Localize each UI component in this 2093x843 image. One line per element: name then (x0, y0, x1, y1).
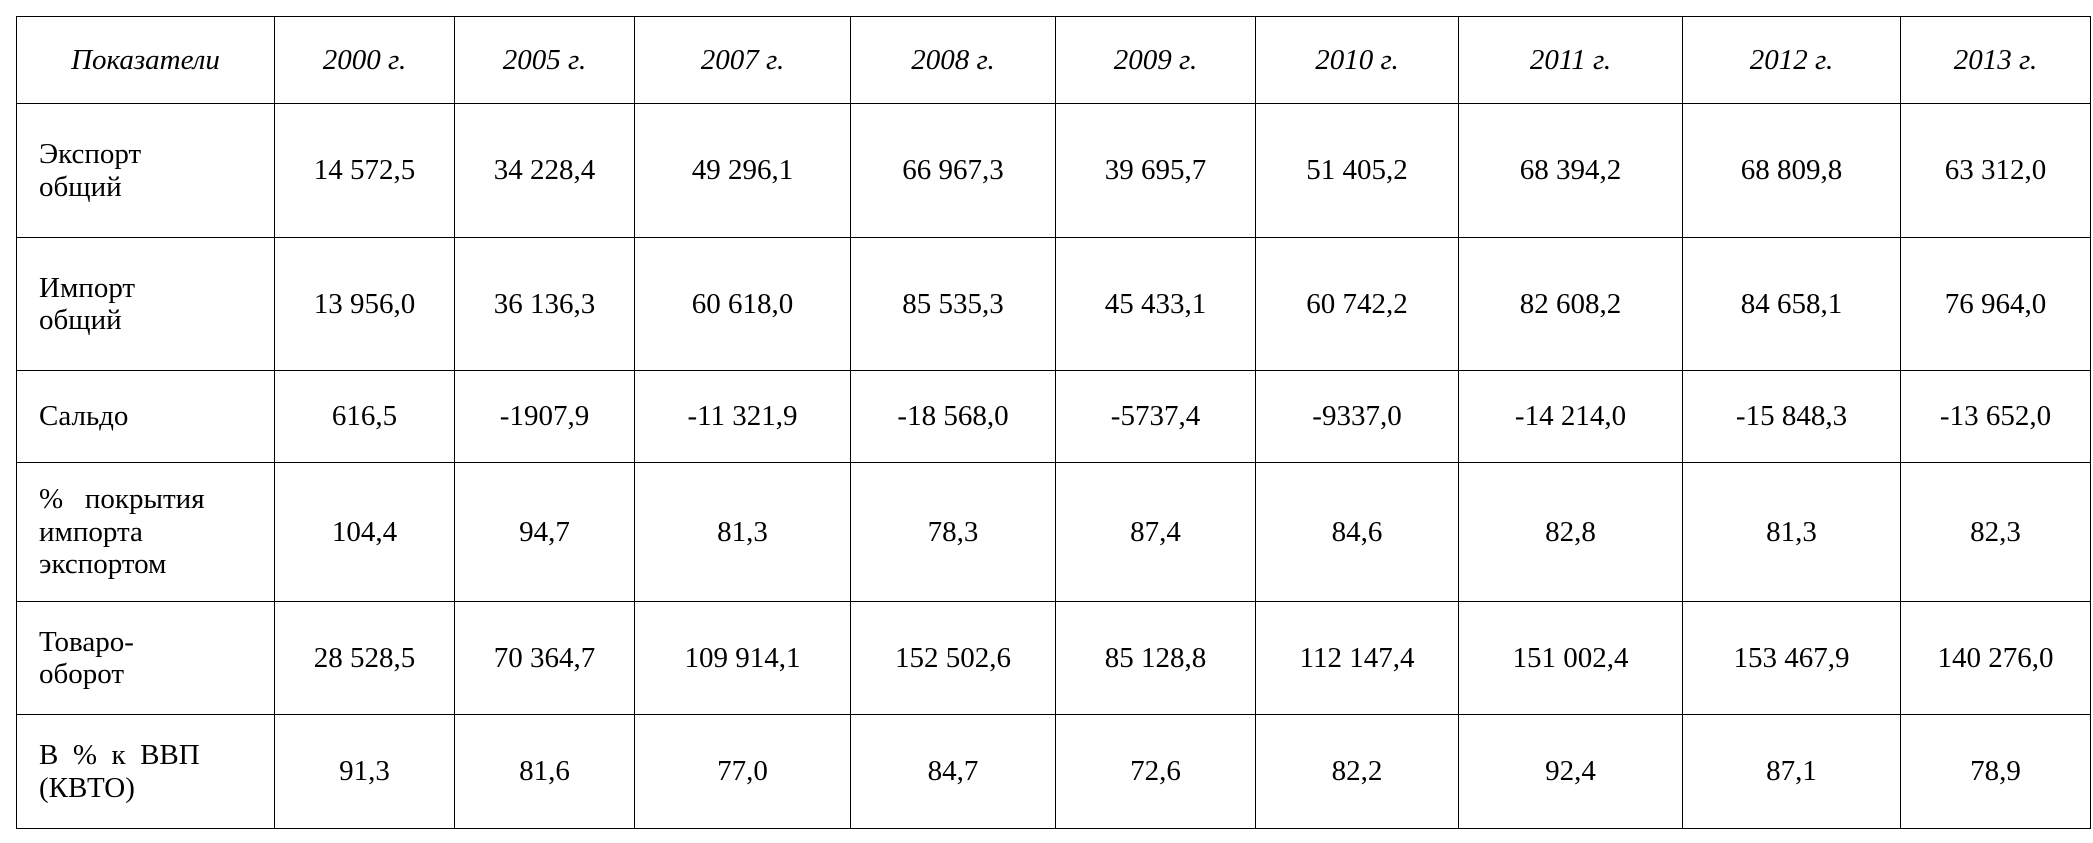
cell: 68 394,2 (1458, 103, 1683, 238)
cell: 68 809,8 (1682, 103, 1901, 238)
cell: 152 502,6 (850, 601, 1056, 715)
cell: 153 467,9 (1682, 601, 1901, 715)
table-row: Товаро- оборот 28 528,5 70 364,7 109 914,1 1… (16, 601, 2091, 715)
row-label: В % к ВВП (КВТО) (16, 714, 275, 829)
cell: -18 568,0 (850, 370, 1056, 463)
cell: 104,4 (274, 462, 455, 602)
row-label: Товаро- оборот (16, 601, 275, 715)
header-row: Показатели 2000 г. 2005 г. 2007 г. 2008 г. 20… (16, 16, 2091, 104)
table-row: В % к ВВП (КВТО) 91,3 81,6 77,0 84,7 72,6 82,2… (16, 714, 2091, 829)
cell: 112 147,4 (1255, 601, 1459, 715)
cell: 70 364,7 (454, 601, 635, 715)
cell: 60 618,0 (634, 237, 851, 371)
row-label: Сальдо (16, 370, 275, 463)
cell: 82,2 (1255, 714, 1459, 829)
cell: 34 228,4 (454, 103, 635, 238)
cell: -11 321,9 (634, 370, 851, 463)
cell: 49 296,1 (634, 103, 851, 238)
cell: 109 914,1 (634, 601, 851, 715)
cell: -15 848,3 (1682, 370, 1901, 463)
cell: 77,0 (634, 714, 851, 829)
cell: 82,3 (1900, 462, 2091, 602)
cell: 39 695,7 (1055, 103, 1256, 238)
cell: 63 312,0 (1900, 103, 2091, 238)
header-cell: Показатели (16, 16, 275, 104)
table-row: Сальдо 616,5 -1907,9 -11 321,9 -18 568,0 -573… (16, 370, 2091, 463)
cell: 81,3 (1682, 462, 1901, 602)
cell: 85 535,3 (850, 237, 1056, 371)
cell: 78,9 (1900, 714, 2091, 829)
cell: 45 433,1 (1055, 237, 1256, 371)
cell: 66 967,3 (850, 103, 1056, 238)
cell: 87,1 (1682, 714, 1901, 829)
table-row: Экспорт общий 14 572,5 34 228,4 49 296,1 66 … (16, 103, 2091, 238)
cell: 140 276,0 (1900, 601, 2091, 715)
header-cell: 2012 г. (1682, 16, 1901, 104)
header-cell: 2010 г. (1255, 16, 1459, 104)
cell: 85 128,8 (1055, 601, 1256, 715)
cell: -13 652,0 (1900, 370, 2091, 463)
data-table: Показатели 2000 г. 2005 г. 2007 г. 2008 г. 20… (16, 16, 2091, 829)
cell: 76 964,0 (1900, 237, 2091, 371)
cell: 13 956,0 (274, 237, 455, 371)
cell: 91,3 (274, 714, 455, 829)
header-cell: 2005 г. (454, 16, 635, 104)
cell: 60 742,2 (1255, 237, 1459, 371)
cell: 28 528,5 (274, 601, 455, 715)
cell: -5737,4 (1055, 370, 1256, 463)
cell: 616,5 (274, 370, 455, 463)
cell: 81,6 (454, 714, 635, 829)
cell: 84 658,1 (1682, 237, 1901, 371)
cell: 72,6 (1055, 714, 1256, 829)
header-cell: 2011 г. (1458, 16, 1683, 104)
table-body: Экспорт общий 14 572,5 34 228,4 49 296,1 66 … (16, 103, 2091, 829)
cell: 87,4 (1055, 462, 1256, 602)
header-cell: 2007 г. (634, 16, 851, 104)
row-label: % покрытия импорта экспортом (16, 462, 275, 602)
cell: 92,4 (1458, 714, 1683, 829)
cell: 36 136,3 (454, 237, 635, 371)
header-cell: 2008 г. (850, 16, 1056, 104)
row-label: Экспорт общий (16, 103, 275, 238)
cell: 82,8 (1458, 462, 1683, 602)
cell: 51 405,2 (1255, 103, 1459, 238)
cell: -14 214,0 (1458, 370, 1683, 463)
cell: 81,3 (634, 462, 851, 602)
cell: 84,6 (1255, 462, 1459, 602)
table-row: % покрытия импорта экспортом 104,4 94,7 81,… (16, 462, 2091, 602)
cell: 151 002,4 (1458, 601, 1683, 715)
header-cell: 2000 г. (274, 16, 455, 104)
row-label: Импорт общий (16, 237, 275, 371)
cell: -9337,0 (1255, 370, 1459, 463)
cell: 82 608,2 (1458, 237, 1683, 371)
cell: 78,3 (850, 462, 1056, 602)
cell: -1907,9 (454, 370, 635, 463)
header-cell: 2013 г. (1900, 16, 2091, 104)
cell: 14 572,5 (274, 103, 455, 238)
cell: 94,7 (454, 462, 635, 602)
header-cell: 2009 г. (1055, 16, 1256, 104)
cell: 84,7 (850, 714, 1056, 829)
table-row: Импорт общий 13 956,0 36 136,3 60 618,0 85 5… (16, 237, 2091, 371)
